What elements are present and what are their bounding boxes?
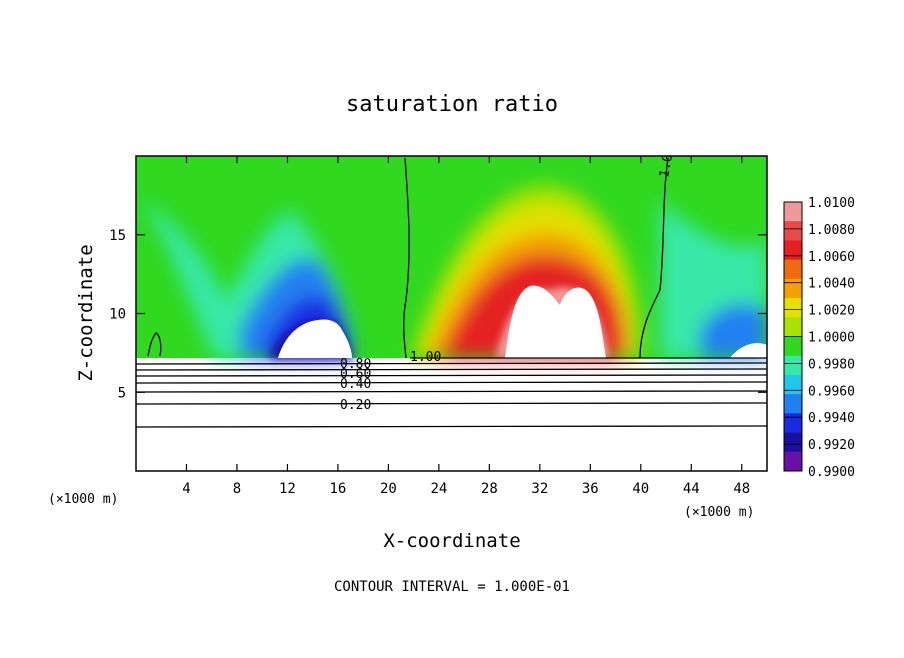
contour-label-1.00: 1.00 — [410, 350, 441, 365]
colorbar-swatch — [784, 298, 802, 318]
colorbar-label: 0.9900 — [808, 465, 855, 480]
x-tick-label: 48 — [733, 481, 750, 497]
contour-labels: 1.00 0.80 0.60 0.40 0.20 1.00 — [340, 145, 677, 413]
contour-line-1.00-left — [147, 332, 162, 357]
x-tick-label: 28 — [481, 481, 498, 497]
y-axis-label: Z-coordinate — [75, 244, 97, 381]
x-tick-label: 44 — [683, 481, 700, 497]
colorbar-swatch — [784, 317, 802, 337]
colorbar-label: 0.9960 — [808, 384, 855, 399]
heatmap-field: 1.00 0.80 0.60 0.40 0.20 1.00 — [136, 145, 767, 471]
contour-line-0.40 — [136, 381, 767, 384]
colorbar-label: 0.9980 — [808, 357, 855, 372]
masked-region-right — [730, 343, 767, 358]
contour-line-0.30 — [136, 390, 767, 393]
colorbar-swatch — [784, 394, 802, 414]
colorbar-swatch — [784, 451, 802, 472]
contour-interval-note: CONTOUR INTERVAL = 1.000E-01 — [334, 579, 570, 595]
contour-line-0.80 — [136, 362, 767, 365]
colorbar-swatch — [784, 221, 802, 241]
x-tick-label: 8 — [233, 481, 241, 497]
x-tick-label: 24 — [430, 481, 447, 497]
x-tick-label: 4 — [182, 481, 190, 497]
x-tick-label: 20 — [380, 481, 397, 497]
colorbar-swatch — [784, 355, 802, 376]
contour-label-0.80: 0.80 — [340, 357, 371, 372]
chart-title: saturation ratio — [346, 92, 558, 117]
contour-line-0.20 — [136, 402, 767, 405]
y-tick-label: 5 — [118, 385, 126, 401]
colorbar-swatch — [784, 432, 802, 453]
colorbar-label: 1.0000 — [808, 331, 855, 346]
colorbar-swatch — [784, 336, 802, 357]
colorbar-label: 0.9920 — [808, 438, 855, 453]
masked-region-left — [278, 319, 352, 358]
colorbar-label: 1.0080 — [808, 223, 855, 238]
colorbar-label: 1.0100 — [808, 196, 855, 211]
contour-label-0.60: 0.60 — [340, 367, 371, 382]
y-tick-label: 15 — [109, 228, 126, 244]
contour-label-0.20: 0.20 — [340, 398, 371, 413]
colorbar-label: 1.0020 — [808, 304, 855, 319]
y-axis: 5 10 15 — [109, 228, 767, 401]
x-axis-label: X-coordinate — [383, 530, 520, 552]
colorbar: 1.0100 1.0080 1.0060 1.0040 1.0020 1.0000 0.99… — [783, 196, 855, 480]
colorbar-swatch — [784, 202, 802, 222]
contour-line-1.00-right — [639, 157, 669, 359]
colorbar-label: 1.0060 — [808, 250, 855, 265]
colorbar-label: 0.9940 — [808, 411, 855, 426]
y-tick-label: 10 — [109, 307, 126, 323]
colorbar-swatch — [784, 413, 802, 434]
contour-line-1.00-center — [403, 157, 410, 359]
x-tick-label: 12 — [279, 481, 296, 497]
x-tick-label: 36 — [582, 481, 599, 497]
colorbar-swatch — [784, 374, 802, 395]
x-axis-unit-left: (×1000 m) — [48, 492, 118, 507]
contour-label-1.00-upper: 1.00 — [657, 145, 677, 178]
contour-line-0.50 — [136, 374, 767, 377]
x-axis: 4 8 12 16 20 24 28 32 36 40 44 48 — [182, 156, 750, 497]
x-tick-label: 16 — [329, 481, 346, 497]
masked-region-center — [505, 285, 606, 358]
colorbar-swatch — [784, 278, 802, 299]
contour-line-0.60 — [136, 368, 767, 371]
x-tick-label: 32 — [531, 481, 548, 497]
x-tick-label: 40 — [632, 481, 649, 497]
contour-line-0.10 — [136, 425, 767, 428]
colorbar-swatch — [784, 259, 802, 280]
colorbar-swatch — [784, 240, 802, 261]
contour-lines — [136, 157, 767, 428]
colorbar-label: 1.0040 — [808, 277, 855, 292]
x-axis-unit-right: (×1000 m) — [684, 505, 754, 520]
contour-label-0.40: 0.40 — [340, 377, 371, 392]
